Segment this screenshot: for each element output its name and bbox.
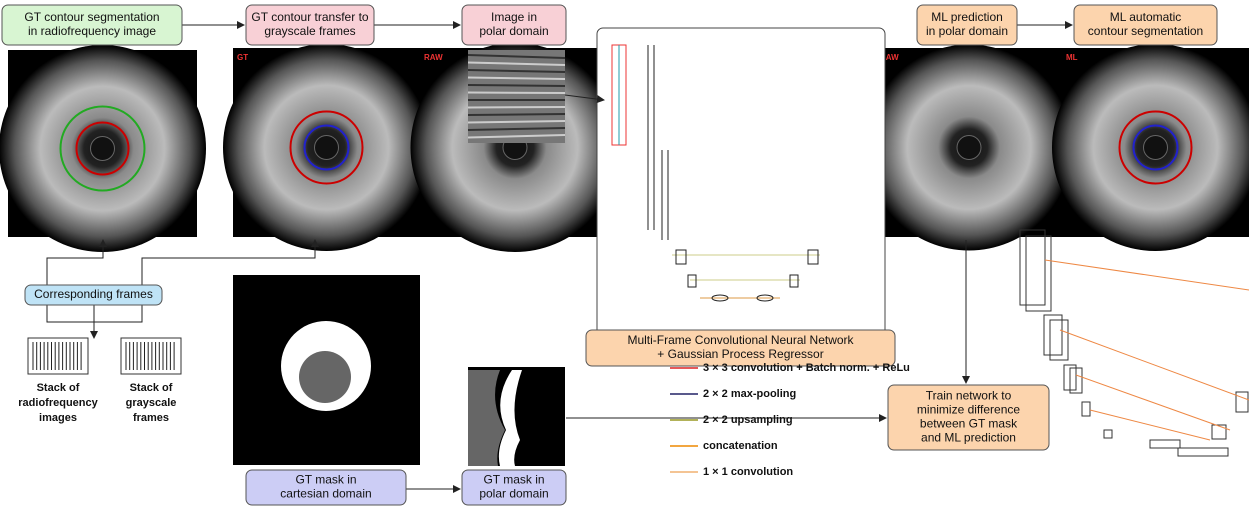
box-label: GT contour segmentation — [24, 10, 159, 24]
box-label: and ML prediction — [921, 431, 1016, 445]
box-label: Corresponding frames — [34, 287, 153, 301]
polar-texture — [468, 114, 565, 115]
box-label: polar domain — [479, 24, 548, 38]
box-label: Multi-Frame Convolutional Neural Network — [627, 333, 854, 347]
box-label: cartesian domain — [280, 487, 371, 501]
catheter — [957, 136, 981, 160]
box-label: Image in — [491, 10, 537, 24]
polar-texture — [468, 85, 565, 86]
stack-label: grayscale — [126, 397, 177, 409]
legend-label: 2 × 2 max-pooling — [703, 388, 796, 400]
frame-label: RAW — [424, 53, 443, 62]
box-label: + Gaussian Process Regressor — [657, 347, 823, 361]
box-label: polar domain — [479, 487, 548, 501]
box-label: GT mask in — [483, 473, 544, 487]
network-panel — [597, 28, 885, 345]
catheter — [315, 136, 339, 160]
decoder-sketch — [1020, 230, 1249, 456]
box-label: Train network to — [926, 389, 1012, 403]
mask-vessel — [299, 351, 351, 403]
legend: 3 × 3 convolution + Batch norm. + ReLu 2 … — [670, 362, 910, 478]
frame-label: ML — [1066, 53, 1078, 62]
box-label: grayscale frames — [264, 24, 355, 38]
stack-label: images — [39, 412, 77, 424]
stack-label: radiofrequency — [18, 397, 98, 409]
box-label: GT mask in — [295, 473, 356, 487]
box-label: in radiofrequency image — [28, 24, 156, 38]
diagram: GTRAWMLGTRAWML Stack ofradiofrequencyima… — [0, 0, 1249, 508]
box-label: contour segmentation — [1088, 24, 1203, 38]
box-label: between GT mask — [920, 417, 1018, 431]
box-label: ML prediction — [931, 10, 1003, 24]
stack-label: Stack of — [37, 382, 80, 394]
polar-texture — [468, 107, 565, 108]
box-label: GT contour transfer to — [251, 10, 368, 24]
box-label: in polar domain — [926, 24, 1008, 38]
box-label: ML automatic — [1110, 10, 1182, 24]
legend-label: concatenation — [703, 440, 778, 452]
catheter — [1144, 136, 1168, 160]
legend-label: 2 × 2 upsampling — [703, 414, 793, 426]
legend-label: 1 × 1 convolution — [703, 466, 793, 478]
stack-icons: Stack of radiofrequency images Stack of gray… — [18, 338, 181, 424]
catheter — [91, 137, 115, 161]
polar-texture — [468, 93, 565, 94]
box-label: minimize difference — [917, 403, 1020, 417]
stack-label: Stack of — [130, 382, 173, 394]
stack-label: frames — [133, 412, 169, 424]
legend-label: 3 × 3 convolution + Batch norm. + ReLu — [703, 362, 910, 374]
frame-label: GT — [237, 53, 248, 62]
